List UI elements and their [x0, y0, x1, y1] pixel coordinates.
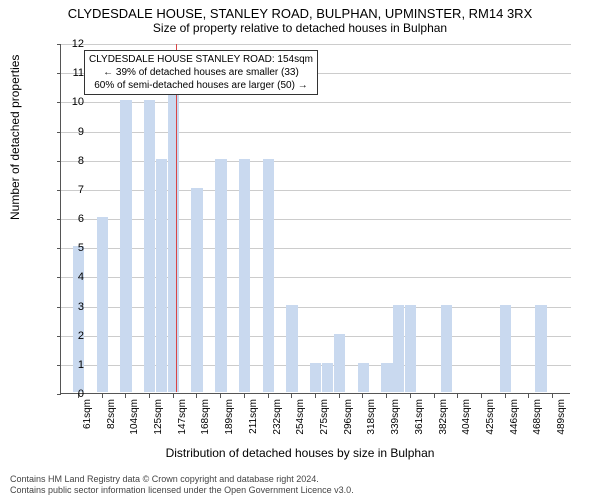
bar — [97, 217, 108, 392]
xtick-label: 82sqm — [106, 399, 117, 429]
ytick-label: 2 — [54, 330, 84, 342]
bar — [310, 363, 321, 392]
xtick-mark — [149, 394, 150, 398]
xtick-mark — [220, 394, 221, 398]
xtick-label: 275sqm — [319, 399, 330, 435]
ytick-label: 3 — [54, 301, 84, 313]
xtick-label: 339sqm — [390, 399, 401, 435]
bar — [441, 305, 452, 393]
ytick-label: 9 — [54, 126, 84, 138]
xtick-mark — [410, 394, 411, 398]
xtick-label: 254sqm — [295, 399, 306, 435]
xtick-mark — [291, 394, 292, 398]
xtick-label: 296sqm — [343, 399, 354, 435]
xtick-mark — [528, 394, 529, 398]
page-title: CLYDESDALE HOUSE, STANLEY ROAD, BULPHAN,… — [0, 0, 600, 21]
bar — [120, 100, 131, 392]
annotation-line-3: 60% of semi-detached houses are larger (… — [89, 79, 313, 92]
xtick-mark — [434, 394, 435, 398]
bar — [156, 159, 167, 392]
ytick-label: 12 — [54, 38, 84, 50]
xtick-label: 211sqm — [248, 399, 259, 434]
ytick-label: 4 — [54, 271, 84, 283]
bar — [263, 159, 274, 392]
xtick-mark — [315, 394, 316, 398]
page-subtitle: Size of property relative to detached ho… — [0, 21, 600, 35]
plot-area — [60, 44, 570, 394]
annotation-line-1: CLYDESDALE HOUSE STANLEY ROAD: 154sqm — [89, 53, 313, 66]
xtick-label: 104sqm — [129, 399, 140, 435]
bar — [168, 71, 179, 392]
ytick-label: 5 — [54, 242, 84, 254]
footer: Contains HM Land Registry data © Crown c… — [10, 474, 354, 497]
xtick-label: 189sqm — [224, 399, 235, 435]
gridline — [61, 44, 571, 45]
xtick-mark — [102, 394, 103, 398]
xtick-label: 61sqm — [82, 399, 93, 429]
xtick-mark — [125, 394, 126, 398]
xtick-mark — [386, 394, 387, 398]
xtick-mark — [481, 394, 482, 398]
bar — [535, 305, 546, 393]
xtick-label: 168sqm — [200, 399, 211, 435]
gridline — [61, 307, 571, 308]
property-marker-line — [176, 44, 177, 392]
bar — [191, 188, 202, 392]
xtick-mark — [244, 394, 245, 398]
bar — [239, 159, 250, 392]
bar — [393, 305, 404, 393]
xtick-label: 425sqm — [485, 399, 496, 435]
bar — [322, 363, 333, 392]
gridline — [61, 277, 571, 278]
annotation-line-2: ← 39% of detached houses are smaller (33… — [89, 66, 313, 79]
bar — [405, 305, 416, 393]
ytick-label: 7 — [54, 184, 84, 196]
xtick-label: 468sqm — [532, 399, 543, 435]
xtick-mark — [268, 394, 269, 398]
xtick-label: 318sqm — [366, 399, 377, 435]
ytick-label: 11 — [54, 67, 84, 79]
gridline — [61, 102, 571, 103]
ytick-label: 6 — [54, 213, 84, 225]
chart: CLYDESDALE HOUSE STANLEY ROAD: 154sqm ← … — [60, 44, 570, 394]
bar — [286, 305, 297, 393]
gridline — [61, 161, 571, 162]
xtick-mark — [196, 394, 197, 398]
bar — [358, 363, 369, 392]
xtick-mark — [457, 394, 458, 398]
footer-line-1: Contains HM Land Registry data © Crown c… — [10, 474, 354, 485]
xtick-label: 446sqm — [509, 399, 520, 435]
gridline — [61, 336, 571, 337]
gridline — [61, 190, 571, 191]
annotation-box: CLYDESDALE HOUSE STANLEY ROAD: 154sqm ← … — [84, 50, 318, 95]
xtick-label: 382sqm — [438, 399, 449, 435]
xtick-label: 489sqm — [556, 399, 567, 435]
xtick-label: 404sqm — [461, 399, 472, 435]
gridline — [61, 248, 571, 249]
bar — [381, 363, 392, 392]
bar — [144, 100, 155, 392]
xtick-mark — [552, 394, 553, 398]
y-axis-label: Number of detached properties — [8, 55, 22, 220]
footer-line-2: Contains public sector information licen… — [10, 485, 354, 496]
xtick-mark — [505, 394, 506, 398]
xtick-label: 147sqm — [177, 399, 188, 435]
xtick-label: 125sqm — [153, 399, 164, 435]
xtick-label: 232sqm — [272, 399, 283, 435]
xtick-label: 361sqm — [414, 399, 425, 435]
bar — [215, 159, 226, 392]
x-axis-label: Distribution of detached houses by size … — [0, 446, 600, 460]
gridline — [61, 219, 571, 220]
xtick-mark — [362, 394, 363, 398]
ytick-label: 0 — [54, 388, 84, 400]
xtick-mark — [173, 394, 174, 398]
gridline — [61, 132, 571, 133]
bar — [334, 334, 345, 392]
ytick-label: 8 — [54, 155, 84, 167]
ytick-label: 1 — [54, 359, 84, 371]
bar — [500, 305, 511, 393]
xtick-mark — [339, 394, 340, 398]
ytick-label: 10 — [54, 96, 84, 108]
